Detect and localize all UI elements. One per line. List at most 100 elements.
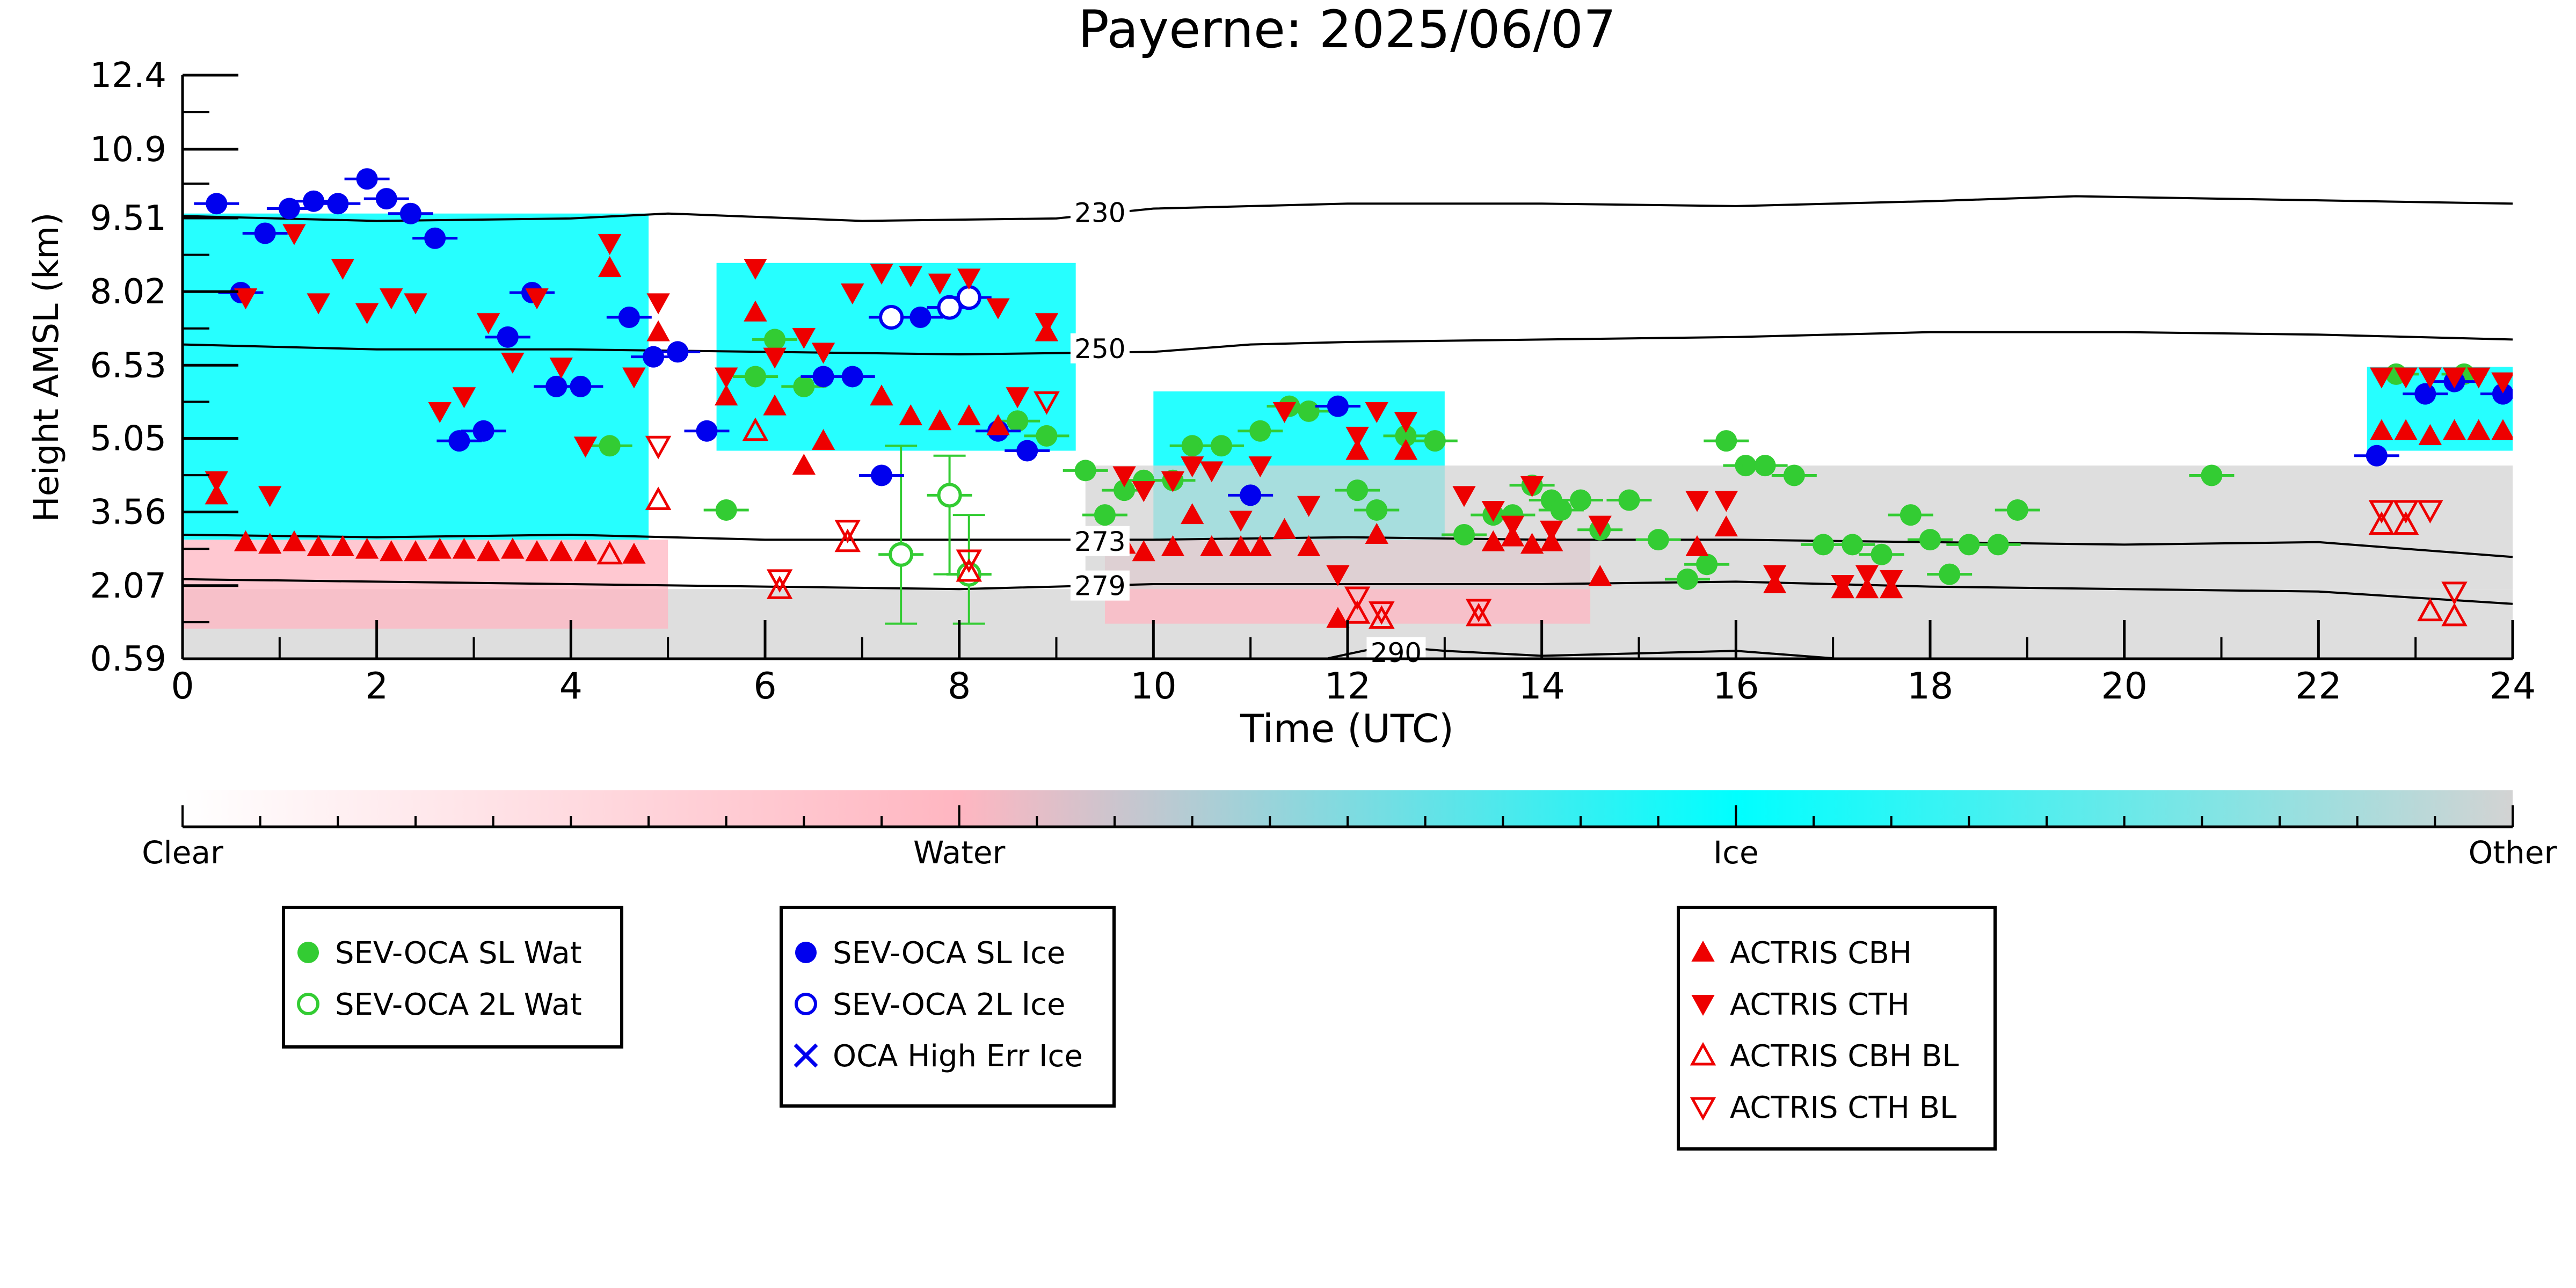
actris-cbh-marker — [476, 540, 500, 562]
legend-label: ACTRIS CTH — [1730, 987, 1910, 1022]
x-tick-label: 14 — [1518, 665, 1565, 708]
chart-title: Payerne: 2025/06/07 — [1078, 0, 1616, 60]
actris-cth-marker — [622, 367, 646, 389]
sev-oca-2l-wat-marker — [937, 483, 962, 508]
actris-cbh-marker — [1855, 577, 1879, 599]
actris-cbh-marker — [598, 256, 622, 277]
actris-cbh-bl-marker — [956, 558, 982, 582]
y-axis-label: Height AMSL (km) — [27, 213, 67, 522]
actris-cth-bl-marker — [2417, 500, 2443, 524]
actris-cth-marker — [2418, 367, 2442, 389]
actris-cth-marker — [1326, 565, 1350, 586]
actris-cbh-marker — [2491, 419, 2513, 440]
actris-cth-marker — [1132, 481, 1155, 503]
sev-oca-sl-wat-marker — [1871, 543, 1893, 565]
actris-cbh-marker — [307, 535, 330, 556]
actris-cth-marker — [1714, 491, 1738, 512]
sev-oca-sl-ice-marker — [841, 366, 863, 388]
actris-cbh-bl-marker — [742, 417, 769, 441]
actris-cbh-marker — [1345, 439, 1369, 460]
sev-oca-sl-wat-marker — [1715, 430, 1737, 452]
actris-cth-marker — [573, 436, 598, 458]
actris-cbh-marker — [234, 530, 258, 551]
actris-cbh-marker — [646, 320, 670, 341]
sev-oca-2l-ice-marker — [879, 304, 904, 330]
actris-cbh-marker — [986, 414, 1010, 435]
sev-oca-sl-wat-marker — [764, 329, 786, 351]
actris-cbh-marker — [428, 537, 452, 559]
sev-oca-sl-ice-marker — [356, 168, 378, 190]
sev-oca-sl-wat-marker — [1424, 430, 1446, 452]
x-tick-label: 24 — [2490, 665, 2536, 708]
legend-label: SEV-OCA 2L Wat — [335, 987, 582, 1022]
x-tick-label: 6 — [753, 665, 776, 708]
sev-oca-sl-wat-marker — [1939, 563, 1961, 585]
actris-cth-marker — [2370, 367, 2393, 389]
y-tick-label: 3.56 — [90, 493, 167, 533]
oca-high-err-ice-legend-marker — [794, 1043, 818, 1068]
sev-oca-2l-ice-marker — [956, 285, 981, 310]
contour-line-273 — [183, 533, 2513, 558]
sev-oca-sl-wat-marker — [1570, 489, 1591, 511]
sev-oca-sl-wat-marker — [1813, 534, 1835, 556]
actris-cth-marker — [1481, 500, 1505, 522]
actris-cth-marker — [1501, 515, 1525, 537]
actris-cbh-legend-marker — [1691, 940, 1715, 962]
legend-box — [282, 906, 623, 1049]
y-tick-label: 5.05 — [90, 419, 167, 459]
actris-cbh-marker — [1161, 535, 1185, 556]
axes: 230 250 273 279 290 0.59 2.07 3.56 5.05 6.53 8.02 9… — [90, 56, 2536, 708]
sev-oca-sl-ice-marker — [545, 375, 567, 397]
actris-cbh-bl-marker — [2368, 511, 2395, 535]
sev-oca-sl-ice-marker — [375, 188, 397, 210]
sev-oca-sl-ice-marker — [424, 227, 446, 249]
actris-cbh-marker — [899, 404, 922, 426]
actris-cth-marker — [525, 288, 549, 310]
sev-oca-sl-wat-marker — [1181, 435, 1203, 457]
sev-oca-sl-wat-marker — [2006, 499, 2028, 521]
actris-cth-bl-marker — [1034, 391, 1060, 415]
actris-cth-marker — [549, 358, 573, 379]
contour-label-bg — [1366, 637, 1426, 667]
actris-cth-marker — [1685, 491, 1709, 512]
sev-oca-sl-wat-marker — [1366, 499, 1388, 521]
sev-oca-2l-ice-legend-marker — [795, 993, 817, 1015]
actris-cth-marker — [744, 258, 767, 280]
actris-cbh-marker — [870, 384, 893, 406]
actris-cth-marker — [258, 486, 282, 507]
actris-cth-marker — [870, 264, 893, 285]
sev-oca-sl-ice-marker — [871, 464, 892, 486]
sev-oca-sl-wat-legend-marker — [297, 942, 319, 963]
actris-cbh-marker — [525, 540, 549, 562]
sev-oca-sl-wat-marker — [1550, 499, 1572, 521]
sev-oca-sl-wat-marker — [1453, 523, 1475, 545]
actris-cbh-bl-marker — [766, 576, 793, 599]
x-axis-label: Time (UTC) — [1240, 706, 1454, 751]
y-tick-label: 9.51 — [90, 199, 167, 238]
sev-oca-sl-ice-marker — [278, 198, 300, 220]
sev-oca-sl-wat-marker — [1618, 489, 1640, 511]
actris-cbh-marker — [282, 530, 306, 551]
actris-cth-marker — [1588, 515, 1612, 537]
actris-cbh-bl-marker — [2441, 602, 2468, 627]
actris-cth-marker — [476, 313, 500, 334]
sev-oca-sl-ice-marker — [1240, 484, 1262, 506]
actris-cth-bl-marker — [2392, 500, 2419, 524]
colorbar-label: Other — [2469, 834, 2557, 871]
sev-oca-2l-wat-legend-marker — [297, 993, 319, 1015]
sev-oca-2l-wat-marker — [889, 542, 914, 567]
sev-oca-sl-wat-marker — [744, 366, 766, 388]
x-tick-label: 2 — [365, 665, 388, 708]
contour-label-bg — [1070, 333, 1130, 363]
actris-cth-marker — [1540, 520, 1563, 542]
actris-cth-marker — [646, 293, 670, 315]
sev-oca-sl-ice-marker — [2414, 383, 2436, 405]
actris-cbh-bl-marker — [1344, 600, 1371, 624]
actris-cbh-marker — [1685, 535, 1709, 556]
actris-cth-marker — [986, 298, 1010, 319]
actris-cbh-marker — [811, 429, 835, 450]
sev-oca-sl-wat-marker — [2201, 464, 2223, 486]
actris-cbh-marker — [763, 394, 787, 416]
actris-cth-marker — [899, 266, 922, 287]
